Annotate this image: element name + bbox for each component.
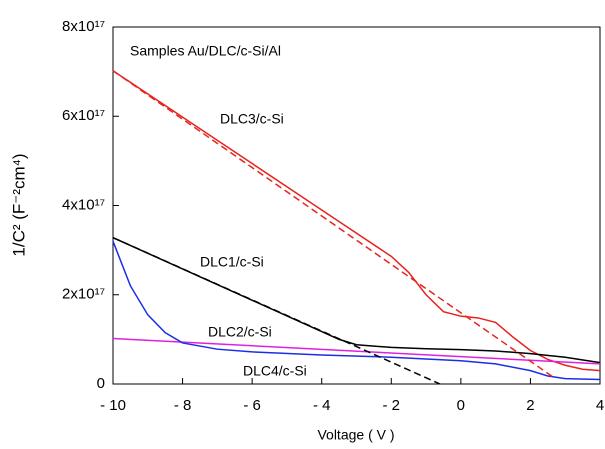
series-label: DLC4/c-Si [243, 363, 307, 379]
x-tick-label: 0 [457, 397, 465, 414]
series-line [112, 70, 601, 372]
x-tick-label: 2 [526, 397, 534, 414]
y-tick-label: 6x10¹⁷ [62, 107, 105, 124]
series-label: DLC2/c-Si [208, 324, 272, 340]
fit-line [112, 236, 441, 385]
fit-line [112, 70, 556, 379]
y-axis-label: 1/C² (F⁻²cm⁴) [9, 153, 28, 256]
y-tick-label: 0 [97, 375, 105, 392]
x-tick-label: - 8 [174, 397, 192, 414]
x-tick-label: 4 [596, 397, 604, 414]
x-tick-label: - 4 [313, 397, 331, 414]
series-line [112, 240, 601, 381]
series-label: DLC3/c-Si [220, 111, 284, 127]
x-axis-label: Voltage ( V ) [317, 427, 394, 443]
series-label: DLC1/c-Si [200, 254, 264, 270]
x-tick-label: - 2 [383, 397, 401, 414]
y-tick-label: 2x10¹⁷ [62, 286, 105, 303]
x-tick-label: - 6 [243, 397, 261, 414]
x-tick-label: - 10 [100, 397, 126, 414]
y-tick-label: 4x10¹⁷ [62, 196, 105, 213]
y-tick-label: 8x10¹⁷ [62, 18, 105, 35]
series-line [112, 337, 601, 365]
plot-frame [112, 26, 601, 385]
annotation: Samples Au/DLC/c-Si/Al [130, 43, 281, 59]
